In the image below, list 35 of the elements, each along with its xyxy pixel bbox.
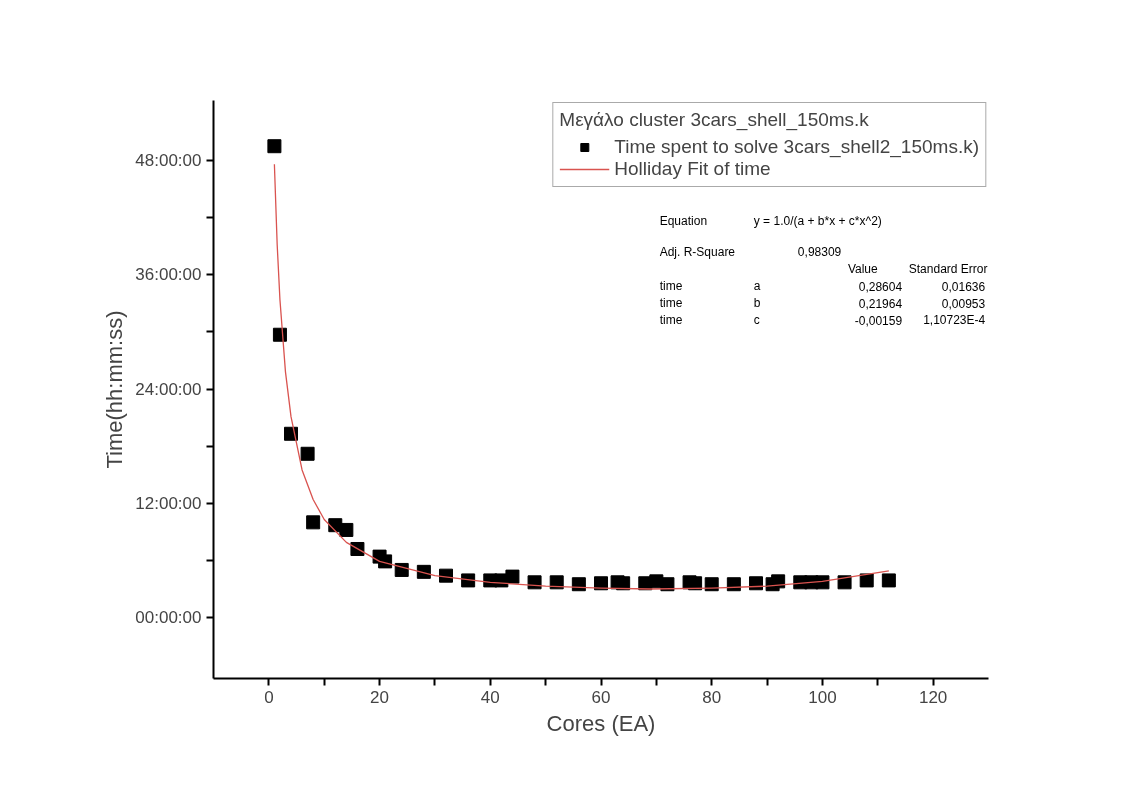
annotation: 0,28604 <box>858 279 903 294</box>
annotation: time <box>659 313 683 328</box>
annotation: y = 1.0/(a + b*x + c*x^2) <box>753 214 882 229</box>
x-tick-label: 20 <box>370 687 390 707</box>
x-tick-label: 100 <box>808 687 837 707</box>
annotation: b <box>753 296 761 311</box>
x-tick-label: 60 <box>591 687 611 707</box>
annotation: 0,21964 <box>858 296 903 311</box>
annotation: -0,00159 <box>854 313 903 328</box>
y-tick-label: 48:00:00 <box>135 150 202 170</box>
y-tick-label: 24:00:00 <box>135 379 202 399</box>
x-tick-label: 0 <box>264 687 274 707</box>
annotation: c <box>753 313 760 328</box>
annotation: time <box>659 279 683 294</box>
annotation: 0,00953 <box>941 296 986 311</box>
y-tick-label: 12:00:00 <box>135 493 202 513</box>
y-tick-label: 00:00:00 <box>135 608 202 628</box>
annotation: 1,10723E-4 <box>923 313 986 328</box>
annotation: time <box>659 296 683 311</box>
annotation: Equation <box>659 214 708 229</box>
legend-label: Holliday Fit of time <box>614 158 771 180</box>
annotation: Adj. R-Square <box>659 244 736 259</box>
annotation: a <box>753 279 761 294</box>
x-axis-title: Cores (EA) <box>546 710 656 736</box>
y-axis-title: Time(hh:mm:ss) <box>102 310 128 469</box>
legend-label: Time spent to solve 3cars_shell2_150ms.k) <box>614 136 979 158</box>
x-tick-label: 120 <box>918 687 948 707</box>
y-tick-label: 36:00:00 <box>135 265 202 285</box>
annotation: 0,98309 <box>797 245 842 260</box>
x-tick-label: 80 <box>702 687 722 707</box>
annotation: 0,01636 <box>941 279 986 294</box>
annotation: Standard Error <box>908 262 988 277</box>
annotation: Value <box>847 262 879 277</box>
x-tick-label: 40 <box>480 687 500 707</box>
legend-title: Μεγάλο cluster 3cars_shell_150ms.k <box>559 109 870 131</box>
